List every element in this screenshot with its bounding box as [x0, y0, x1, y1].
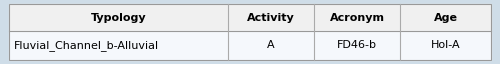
- Text: Fluvial_Channel_b-Alluvial: Fluvial_Channel_b-Alluvial: [14, 40, 159, 51]
- Bar: [9, 4, 491, 60]
- Text: Hol-A: Hol-A: [430, 40, 460, 50]
- Bar: [9, 31, 491, 60]
- Text: Age: Age: [434, 13, 458, 23]
- Text: Activity: Activity: [248, 13, 295, 23]
- Bar: [9, 4, 491, 31]
- Text: Acronym: Acronym: [330, 13, 384, 23]
- Text: FD46-b: FD46-b: [337, 40, 377, 50]
- Text: A: A: [268, 40, 275, 50]
- Text: Typology: Typology: [91, 13, 146, 23]
